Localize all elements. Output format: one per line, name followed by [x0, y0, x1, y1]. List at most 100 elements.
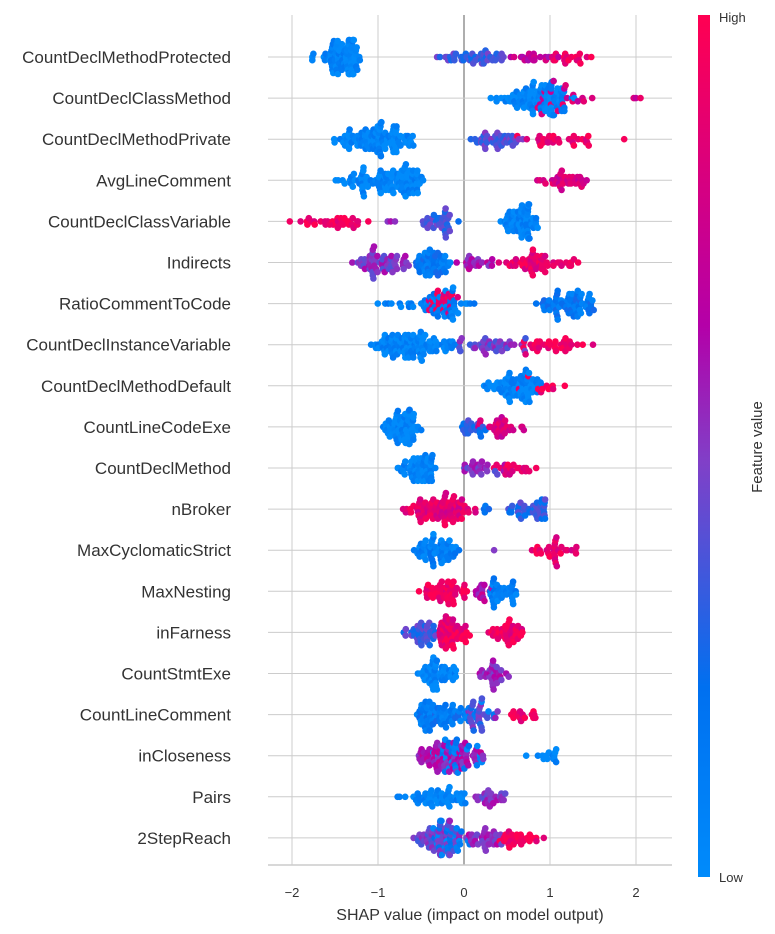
shap-point — [488, 262, 496, 270]
shap-point — [353, 44, 361, 51]
shap-point — [532, 300, 540, 307]
shap-point — [510, 53, 518, 61]
shap-point — [574, 341, 581, 349]
shap-point — [393, 265, 401, 273]
shap-point — [449, 701, 457, 709]
shap-point — [350, 170, 358, 178]
shap-point — [394, 407, 402, 415]
shap-point — [541, 252, 549, 260]
shap-point — [534, 224, 541, 232]
shap-point — [438, 578, 446, 585]
shap-point — [580, 98, 588, 105]
shap-point — [484, 714, 491, 722]
shap-point — [377, 152, 385, 160]
shap-point — [409, 132, 417, 140]
shap-point — [430, 530, 437, 538]
feature-label: CountLineComment — [80, 706, 231, 725]
shap-point — [522, 335, 529, 342]
x-tick-label: −2 — [285, 885, 300, 900]
shap-point — [339, 221, 347, 228]
shap-point — [429, 803, 436, 810]
shap-point — [430, 622, 437, 630]
shap-point — [550, 77, 557, 85]
shap-point — [422, 537, 430, 544]
shap-point — [473, 762, 481, 769]
shap-point — [458, 828, 465, 835]
shap-point — [484, 461, 491, 469]
shap-point — [354, 218, 362, 225]
shap-point — [480, 755, 487, 763]
shap-point — [506, 398, 514, 406]
shap-point — [416, 268, 424, 276]
shap-point — [410, 142, 417, 149]
shap-point — [509, 578, 517, 585]
shap-point — [311, 221, 319, 228]
shap-point — [573, 543, 580, 551]
shap-point — [572, 550, 580, 557]
shap-point — [407, 509, 415, 516]
shap-point — [410, 354, 417, 361]
feature-label: MaxNesting — [141, 582, 231, 601]
shap-point — [505, 641, 513, 649]
shap-point — [552, 347, 560, 355]
shap-point — [418, 357, 426, 365]
shap-point — [562, 82, 569, 89]
shap-point — [494, 471, 501, 478]
shap-point — [540, 834, 548, 842]
shap-point — [537, 550, 545, 557]
shap-point — [543, 755, 551, 763]
shap-point — [426, 727, 434, 734]
shap-point — [533, 837, 540, 845]
shap-point — [345, 145, 353, 153]
feature-label: CountDeclMethod — [95, 459, 231, 478]
shap-point — [478, 471, 485, 478]
x-tick-label: 0 — [460, 885, 467, 900]
shap-point — [470, 300, 478, 307]
shap-point — [426, 641, 434, 649]
shap-point — [509, 467, 516, 475]
shap-point — [588, 94, 596, 102]
shap-point — [458, 515, 466, 522]
shap-point — [422, 556, 430, 564]
shap-point — [512, 262, 519, 270]
shap-point — [500, 53, 507, 61]
shap-point — [586, 290, 593, 298]
shap-point — [578, 290, 585, 298]
shap-point — [620, 135, 628, 143]
shap-point — [374, 300, 382, 307]
shap-point — [458, 496, 466, 503]
shap-point — [478, 458, 486, 465]
shap-point — [286, 218, 294, 225]
shap-point — [406, 440, 413, 448]
shap-point — [442, 489, 450, 497]
shap-point — [442, 701, 449, 709]
shap-point — [550, 262, 557, 270]
shap-point — [377, 189, 385, 197]
shap-point — [418, 641, 425, 649]
feature-label: Indirects — [167, 254, 231, 273]
shap-point — [494, 708, 501, 715]
shap-point — [457, 704, 465, 712]
shap-point — [434, 313, 442, 320]
feature-labels: CountDeclMethodProtected CountDeclClassMe… — [22, 48, 231, 848]
shap-point — [401, 471, 409, 478]
shap-point — [438, 851, 446, 859]
shap-point — [417, 518, 425, 526]
feature-label: 2StepReach — [137, 829, 231, 848]
shap-point — [465, 509, 472, 516]
shap-point — [450, 600, 457, 608]
shap-point — [393, 123, 400, 130]
shap-point — [554, 316, 561, 323]
shap-point — [553, 562, 561, 570]
shap-point — [545, 543, 553, 551]
shap-point — [450, 578, 457, 585]
shap-point — [465, 762, 472, 769]
shap-point — [341, 180, 349, 187]
shap-point — [446, 227, 454, 235]
shap-point — [377, 167, 384, 174]
shap-point — [457, 300, 465, 307]
shap-point — [470, 727, 478, 734]
shap-point — [454, 293, 462, 301]
shap-point — [446, 537, 453, 544]
